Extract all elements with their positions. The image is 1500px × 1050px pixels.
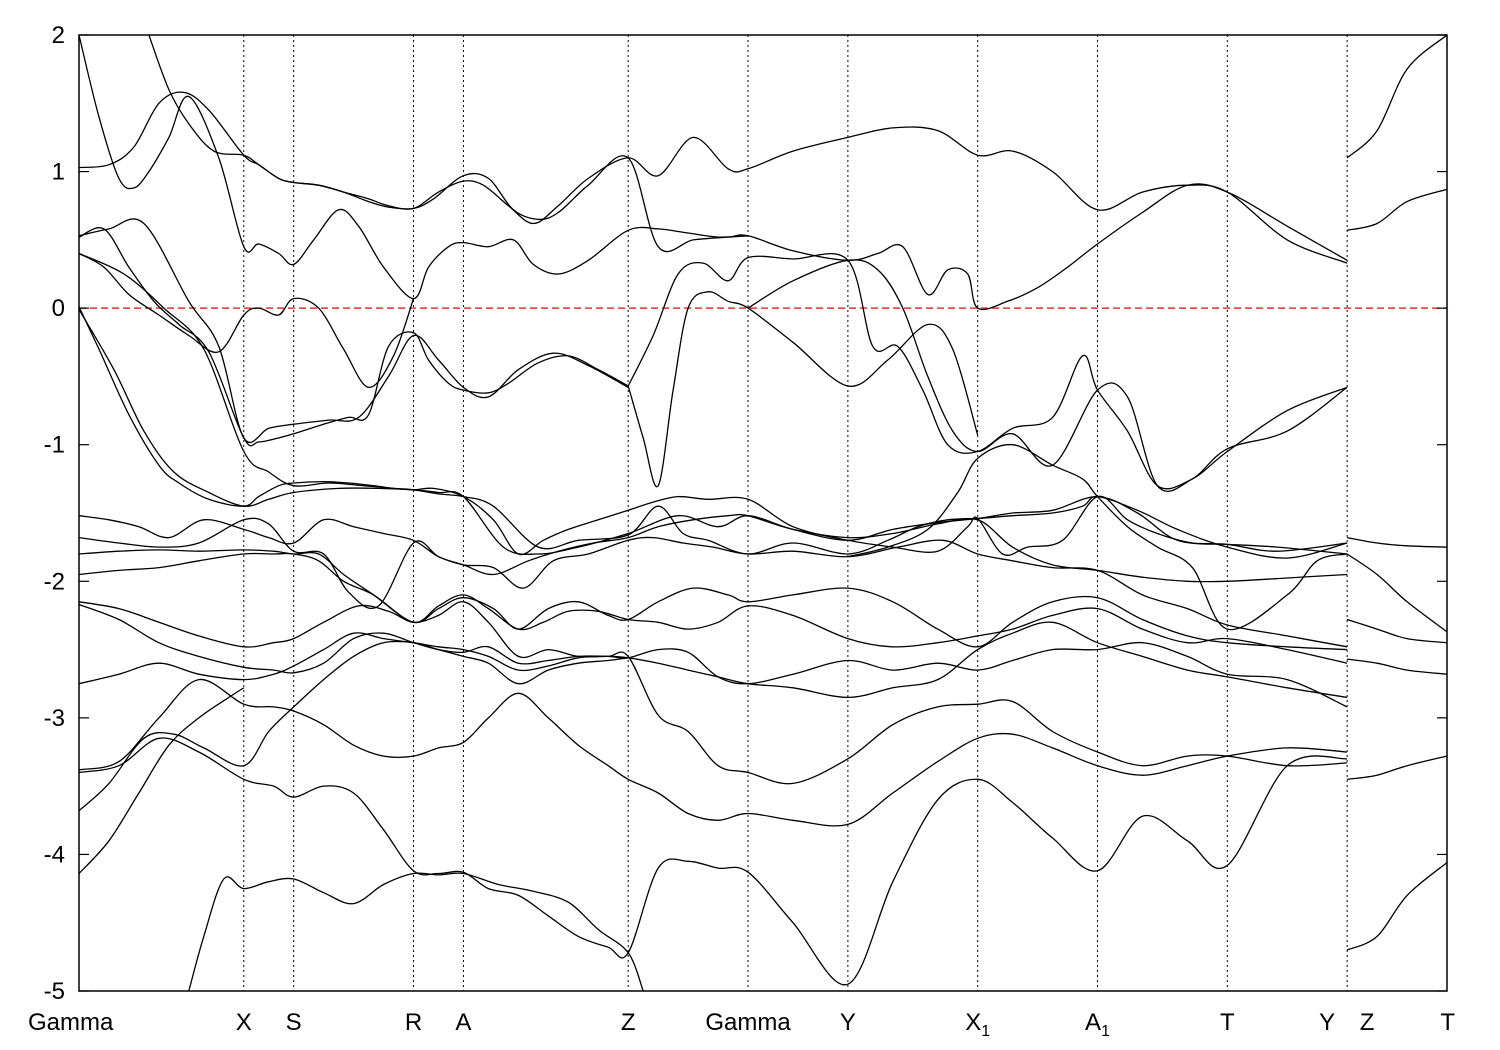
band-line-32: [1346, 862, 1447, 951]
band-line-23: [747, 259, 1348, 492]
band-line-0: [79, 309, 1348, 555]
band-line-21: [627, 291, 979, 488]
band-line-20: [79, 252, 415, 389]
band-line-22: [627, 252, 1348, 490]
y-tick-label: -3: [44, 705, 65, 732]
band-line-13: [79, 678, 1348, 827]
kpoint-label-11: Y: [1319, 1009, 1335, 1036]
band-line-26: [1346, 188, 1447, 231]
kpoint-label-13: T: [1440, 1009, 1455, 1036]
y-ticks-group: 2 1 0 -1 -2 -3 -4 -5: [44, 22, 1447, 1005]
band-line-28: [1346, 553, 1447, 633]
y-tick-label: 2: [52, 22, 65, 49]
band-line-4: [79, 91, 1348, 264]
y-tick-label: -2: [44, 568, 65, 595]
kpoint-label-10: T: [1220, 1009, 1235, 1036]
bands-group: [79, 35, 1447, 991]
kpoint-label-0: Gamma: [28, 1009, 114, 1036]
kpoint-label-7: Y: [840, 1009, 856, 1036]
kpoint-label-6: Gamma: [705, 1009, 791, 1036]
kpoint-label-9: A1: [1085, 1009, 1110, 1040]
band-line-15: [79, 640, 629, 812]
band-line-1: [79, 252, 1348, 559]
kpoint-label-4: A: [455, 1009, 471, 1036]
kpoint-label-8: X1: [965, 1009, 990, 1040]
band-line-12: [79, 632, 1348, 785]
band-line-16: [79, 687, 245, 874]
y-tick-label: 1: [52, 159, 65, 186]
band-line-5: [79, 306, 1348, 556]
band-line-7: [79, 517, 1348, 648]
band-line-9: [79, 552, 1348, 664]
band-line-6: [79, 513, 1348, 583]
kpoint-lines: [243, 35, 1348, 991]
band-line-2: [79, 218, 629, 444]
band-line-27: [1346, 536, 1447, 548]
y-tick-label: -4: [44, 841, 65, 868]
band-line-25: [1346, 35, 1447, 159]
band-line-18: [79, 35, 749, 300]
band-line-30: [1347, 658, 1447, 675]
axes-group: [78, 34, 1448, 992]
x-labels-group: Gamma X S R A Z Gamma Y X1 A1 T Y Z T: [28, 1009, 1455, 1040]
kpoint-label-1: X: [236, 1009, 252, 1036]
kpoint-label-5: Z: [621, 1009, 636, 1036]
y-tick-label: 0: [52, 295, 65, 322]
kpoint-label-3: R: [405, 1009, 422, 1036]
band-line-3: [79, 227, 629, 447]
y-tick-label: -1: [44, 432, 65, 459]
kpoint-label-2: S: [286, 1009, 302, 1036]
plot-frame: [78, 34, 1448, 992]
band-line-10: [79, 601, 1348, 699]
band-line-14: [79, 737, 1348, 986]
band-line-31: [1347, 755, 1447, 780]
band-line-24: [847, 443, 1348, 631]
band-line-29: [1346, 618, 1447, 644]
band-line-19: [148, 35, 1348, 311]
kpoint-label-12: Z: [1360, 1009, 1375, 1036]
band-line-17: [188, 872, 644, 991]
band-line-11: [79, 603, 1348, 708]
y-tick-label: -5: [44, 978, 65, 1005]
